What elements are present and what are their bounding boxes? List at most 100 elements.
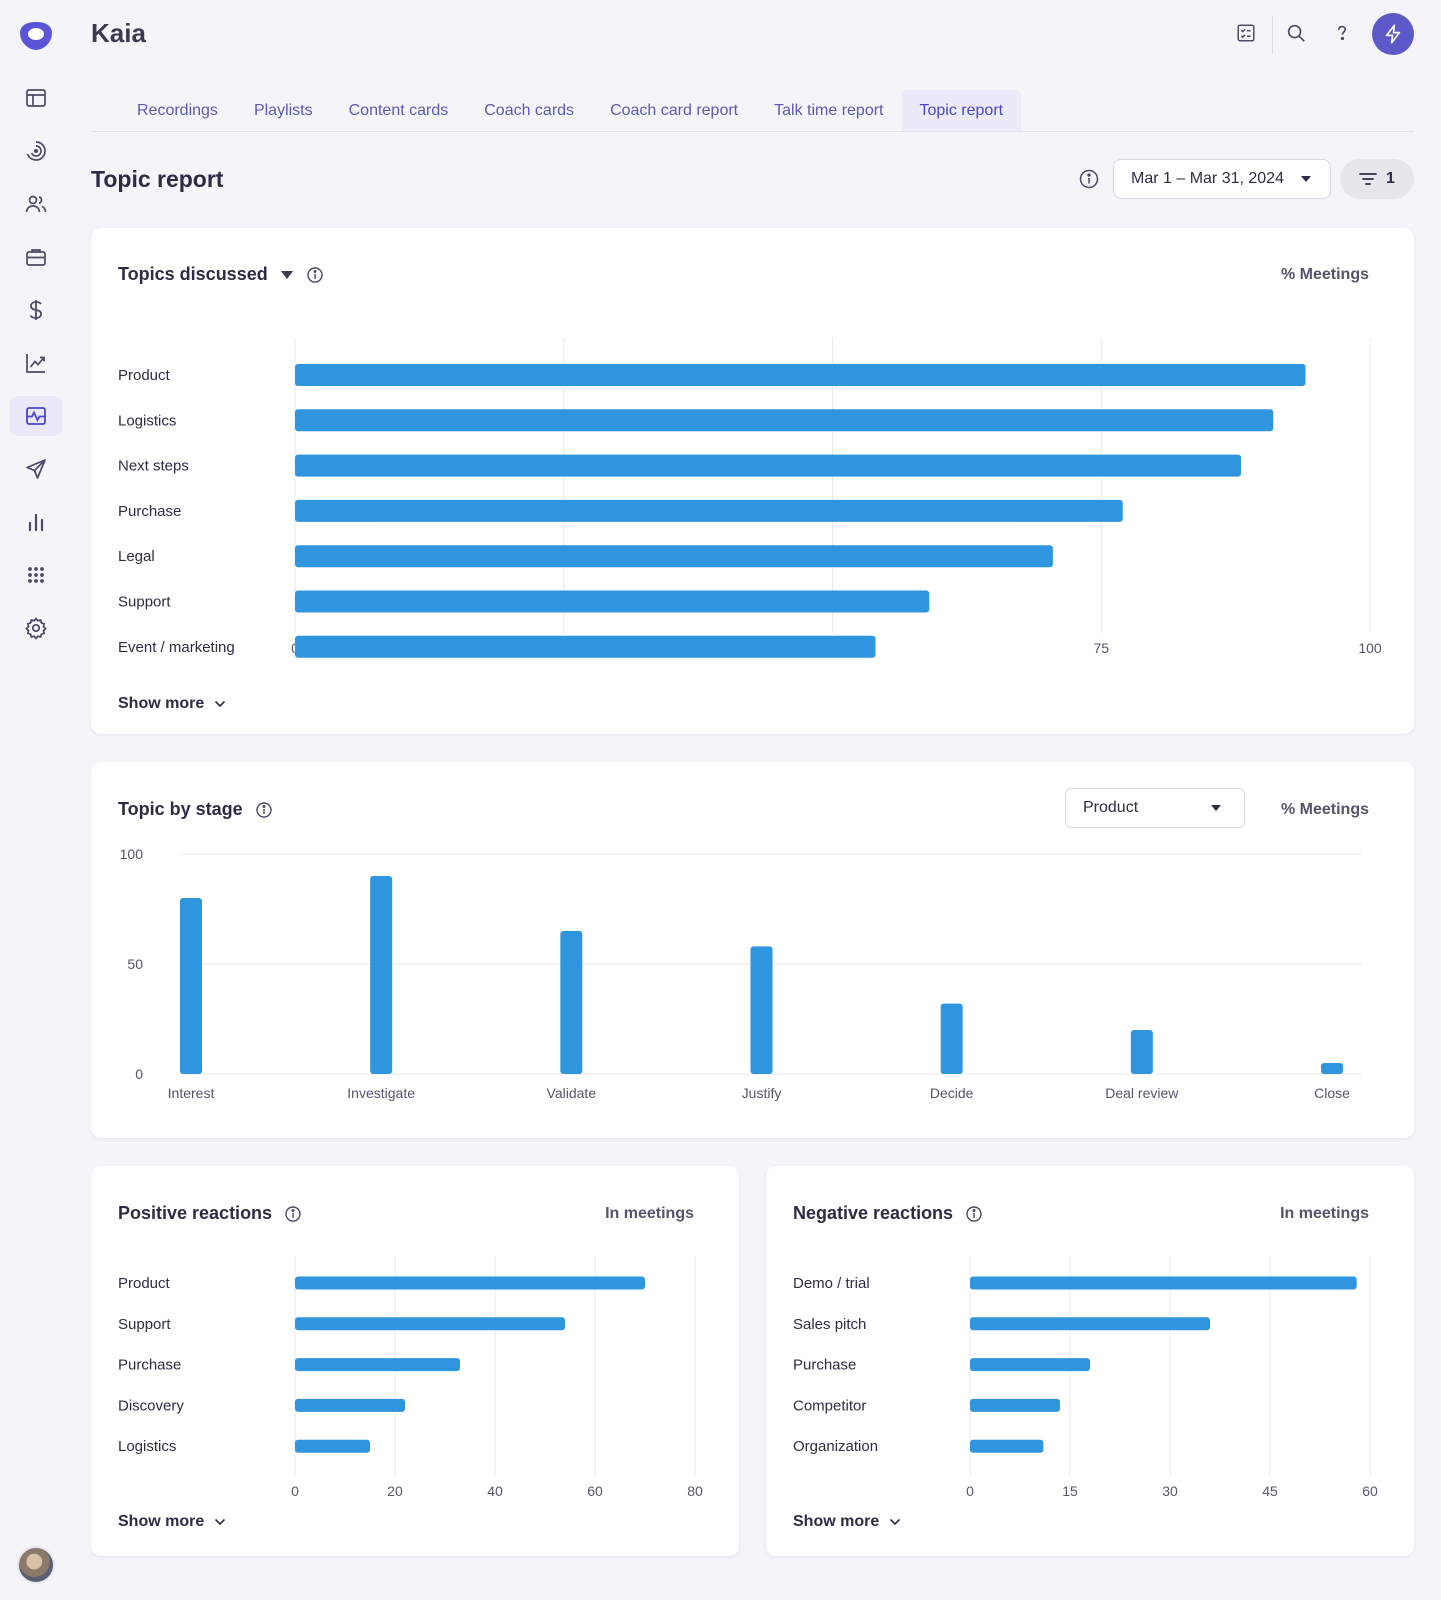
topic-select-value: Product [1083,799,1139,816]
filter-button[interactable]: 1 [1340,159,1414,199]
tick-label: 60 [587,1483,603,1496]
category-label: Justify [742,1085,782,1101]
sidebar-item-briefcase[interactable] [10,237,62,277]
tab-topic-report[interactable]: Topic report [901,90,1022,131]
app-title: Kaia [91,18,146,48]
info-icon[interactable] [965,1205,983,1223]
info-icon[interactable] [1078,168,1100,190]
unit-label: In meetings [1280,1205,1369,1222]
negative-reactions-card: Negative reactions In meetings 0 15 30 45 60… [766,1166,1414,1556]
sidebar-item-engage[interactable] [10,449,62,489]
topic-by-stage-title-wrap: Topic by stage [118,799,273,820]
unit-label: % Meetings [1280,801,1369,818]
tick-label: 100 [1358,640,1382,656]
bolt-icon [1385,24,1401,44]
category-label: Discovery [118,1397,184,1414]
category-label: Logistics [118,412,176,429]
tick-label: 50 [127,956,143,972]
sidebar-item-revenue[interactable] [10,290,62,330]
category-label: Logistics [118,1438,176,1455]
tick-label: 80 [687,1483,703,1496]
bar [295,590,930,613]
sidebar-item-trends[interactable] [10,343,62,383]
layout-icon [26,89,46,107]
avatar[interactable] [17,1546,55,1584]
header-divider [1272,16,1273,54]
show-more-button[interactable]: Show more [793,1513,901,1531]
search-button[interactable] [1282,19,1310,47]
category-label: Validate [547,1085,597,1101]
sidebar-item-apps[interactable] [10,555,62,595]
bar [295,545,1053,568]
activity-icon [26,407,46,425]
chevron-down-icon [215,1518,226,1526]
chevron-down-icon [890,1518,901,1526]
bar [295,635,876,658]
info-icon[interactable] [255,801,273,819]
sidebar [0,0,72,1600]
negative-reactions-chart: 0 15 30 45 60 Demo / trial Sales pitch Purchase… [793,1256,1378,1496]
info-icon[interactable] [306,266,324,284]
category-label: Purchase [118,1357,181,1374]
category-label: Support [118,594,171,611]
category-label: Legal [118,548,155,565]
tick-label: 20 [387,1483,403,1496]
bar [295,1276,645,1290]
caret-down-icon [1211,805,1221,811]
show-more-button[interactable]: Show more [118,1513,226,1531]
bar [940,1003,963,1074]
sidebar-item-analytics[interactable] [10,502,62,542]
trend-chart-icon [26,354,45,373]
show-more-label: Show more [118,695,205,712]
tab-coach-cards[interactable]: Coach cards [484,101,575,119]
category-label: Next steps [118,458,189,475]
positive-reactions-title: Positive reactions [118,1203,273,1223]
checklist-button[interactable] [1232,19,1260,47]
bar [295,1439,370,1453]
sidebar-item-people[interactable] [10,184,62,224]
category-label: Sales pitch [793,1316,866,1333]
topic-by-stage-chart: 0 50 100 Interest Investigate Validate Justify… [120,846,1362,1101]
bolt-button[interactable] [1372,13,1414,55]
help-button[interactable] [1328,19,1356,47]
category-label: Product [118,1275,171,1292]
category-label: Product [118,367,171,384]
topics-discussed-card: Topics discussed % Meetings 0255075100Pr… [91,228,1414,734]
positive-reactions-chart: 0 20 40 60 80 Product Support Purchase Discovery… [118,1256,703,1496]
bar-chart-icon [28,513,44,532]
page-title: Topic report [91,166,224,192]
logo-icon[interactable] [19,20,53,52]
bar [295,364,1306,386]
sidebar-item-conversations[interactable] [10,396,62,436]
bar [970,1398,1060,1412]
negative-reactions-title-wrap: Negative reactions [793,1203,983,1224]
sidebar-item-spiral[interactable] [10,131,62,171]
bar [970,1358,1090,1372]
filter-icon [1359,173,1377,185]
positive-reactions-title-wrap: Positive reactions [118,1203,302,1224]
sidebar-item-layout[interactable] [10,78,62,118]
bar [1130,1030,1153,1074]
tab-playlists[interactable]: Playlists [253,101,313,119]
tab-recordings[interactable]: Recordings [137,101,218,119]
bar [295,1358,460,1372]
tab-talk-time-report[interactable]: Talk time report [774,101,884,119]
sidebar-item-settings[interactable] [10,608,62,648]
topic-select[interactable]: Product [1065,788,1245,828]
bar [560,931,583,1074]
category-label: Close [1314,1085,1350,1101]
show-more-button[interactable]: Show more [118,695,226,713]
unit-label: In meetings [605,1205,694,1222]
tab-content-cards[interactable]: Content cards [348,101,449,119]
bar [295,499,1123,522]
bar [1321,1063,1343,1074]
bar [295,1317,565,1331]
category-label: Decide [930,1085,974,1101]
info-icon[interactable] [284,1205,302,1223]
date-range-picker[interactable]: Mar 1 – Mar 31, 2024 [1113,159,1331,199]
topics-discussed-chart: 0255075100ProductLogisticsNext stepsPurc… [118,338,1382,658]
tab-coach-card-report[interactable]: Coach card report [610,101,739,119]
tick-label: 75 [1093,640,1109,656]
caret-down-icon[interactable] [280,270,294,280]
category-label: Competitor [793,1397,866,1414]
